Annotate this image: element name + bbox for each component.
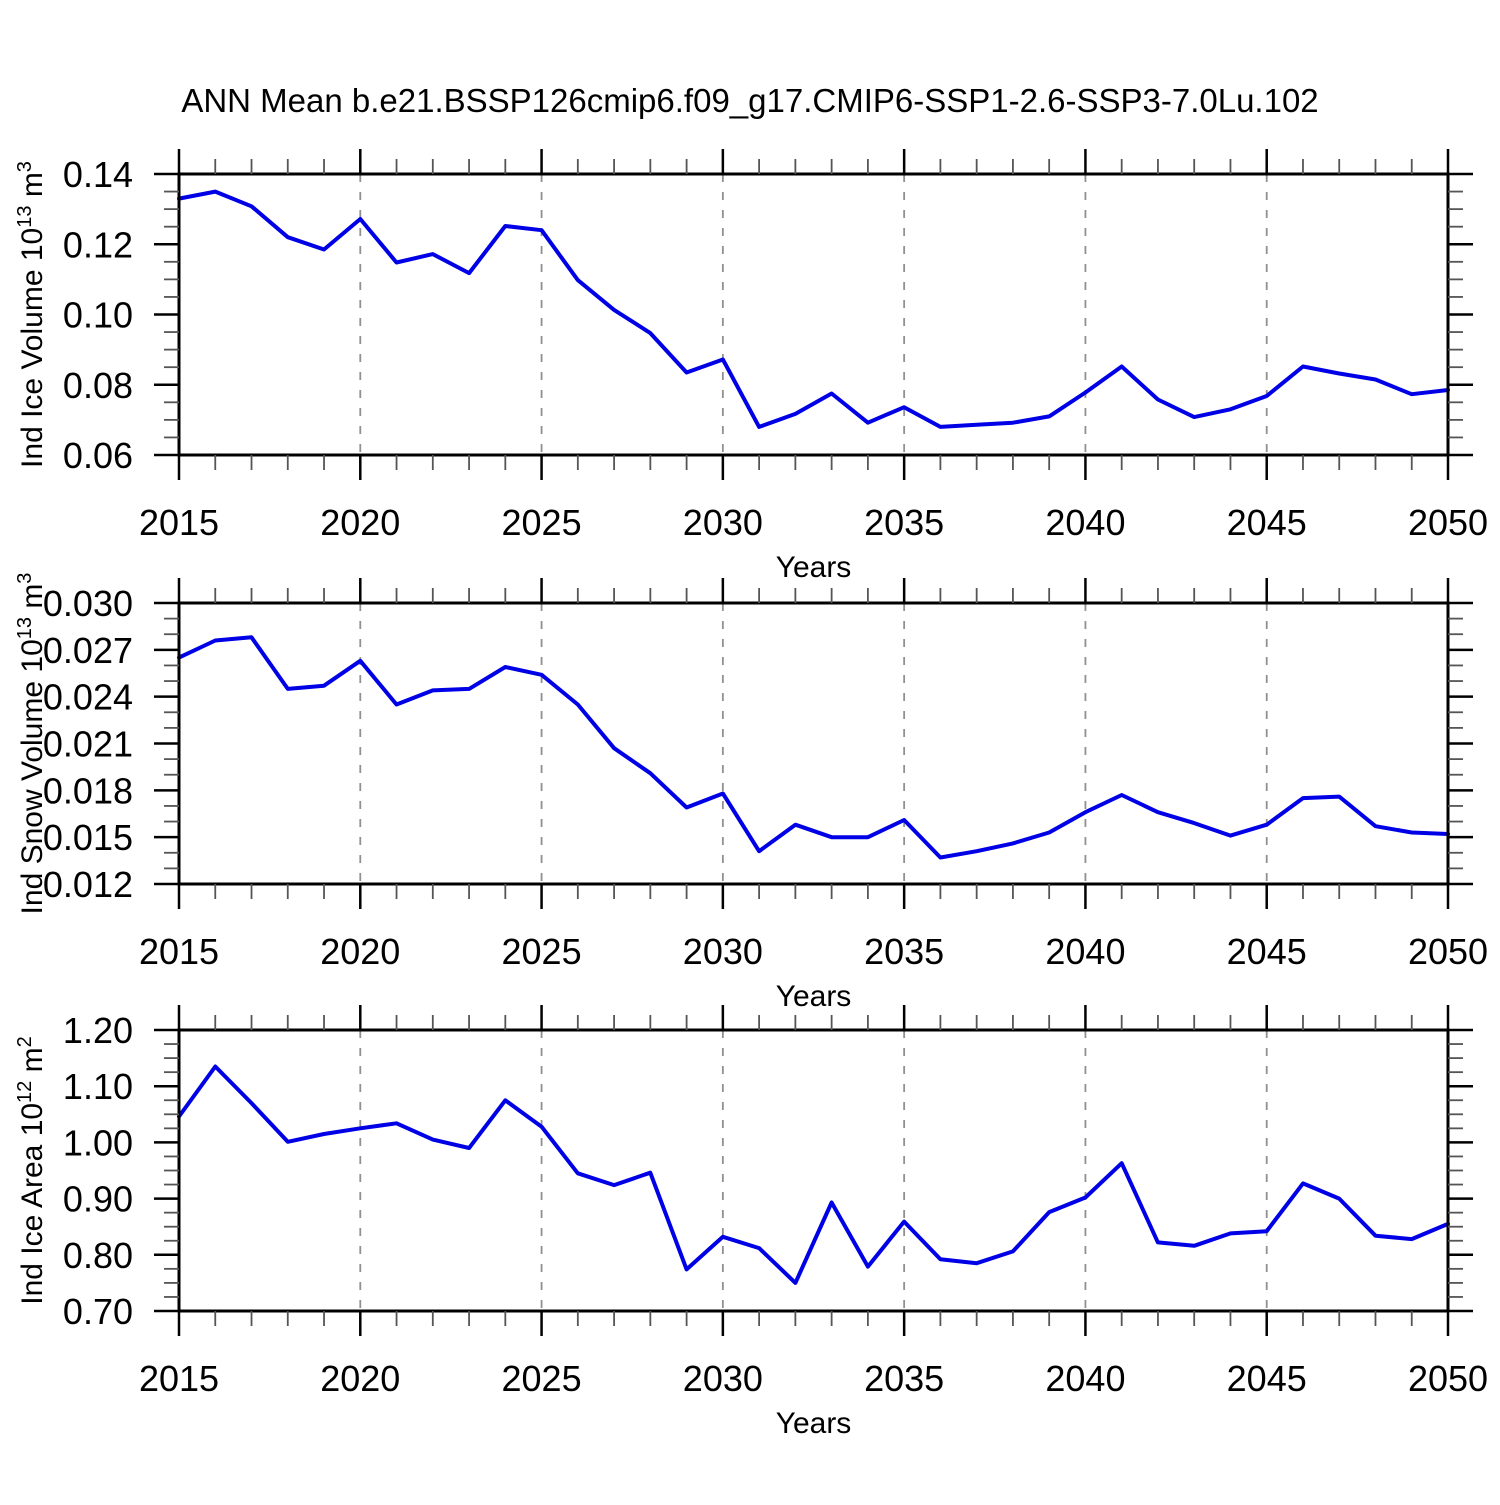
x-tick-label: 2015 [139,1358,219,1399]
y-axis-title-text: m [16,172,49,205]
y-axis-title-superscript: 12 [14,1081,36,1103]
y-axis-title: Ind Snow Volume 1013 m3 [14,573,49,915]
y-axis-title-superscript: 2 [14,1036,36,1047]
x-tick-label: 2035 [864,931,944,972]
y-axis-title-superscript: 3 [14,573,36,584]
y-tick-label: 1.10 [63,1066,133,1107]
panels-group: 0.06 0.08 0.10 0.12 0.14 2015 2020 2025 2030 2035… [14,149,1488,1440]
x-tick-label: 2025 [502,931,582,972]
y-tick-label: 1.00 [63,1122,133,1163]
y-tick-label: 0.06 [63,435,133,476]
panel-ind-ice-area: 0.70 0.80 0.90 1.00 1.10 1.20 2015 2020 2025 2030… [14,1005,1488,1440]
panel-ind-snow-volume: 0.012 0.015 0.018 0.021 0.024 0.027 0.030 2015 2… [14,573,1488,1013]
x-tick-label: 2035 [864,1358,944,1399]
y-axis-title-superscript: 13 [14,617,36,639]
x-tick-label: 2040 [1045,1358,1125,1399]
y-tick-label: 0.021 [43,724,133,765]
x-tick-label: 2020 [320,931,400,972]
y-axis-title-text: Ind Snow Volume 10 [16,639,49,914]
x-tick-label: 2025 [502,502,582,543]
y-axis-title-text: m [16,584,49,617]
y-tick-label: 0.90 [63,1179,133,1220]
y-axis-title: Ind Ice Area 1012 m2 [14,1036,49,1305]
x-tick-label: 2050 [1408,1358,1488,1399]
y-tick-label: 0.80 [63,1235,133,1276]
x-axis-title: Years [776,551,852,584]
x-tick-label: 2040 [1045,502,1125,543]
data-line [177,1064,1450,1285]
x-tick-label: 2040 [1045,931,1125,972]
x-tick-label: 2020 [320,502,400,543]
y-tick-label: 0.018 [43,770,133,811]
x-tick-label: 2030 [683,1358,763,1399]
panel-ind-ice-volume: 0.06 0.08 0.10 0.12 0.14 2015 2020 2025 2030 2035… [14,149,1488,584]
x-tick-label: 2045 [1227,931,1307,972]
data-line [177,635,1450,860]
y-tick-label: 1.20 [63,1010,133,1051]
y-axis-title-superscript: 3 [14,161,36,172]
chart-title: ANN Mean b.e21.BSSP126cmip6.f09_g17.CMIP… [181,82,1318,119]
y-axis-title: Ind Ice Volume 1013 m3 [14,161,49,468]
x-tick-label: 2020 [320,1358,400,1399]
x-tick-label: 2050 [1408,502,1488,543]
y-axis-title-text: Ind Ice Volume 10 [16,228,49,468]
y-tick-label: 0.012 [43,864,133,905]
data-line [177,189,1450,429]
y-tick-label: 0.12 [63,224,133,265]
x-tick-label: 2030 [683,502,763,543]
y-tick-label: 0.015 [43,817,133,858]
x-axis-title: Years [776,1407,852,1440]
x-axis-title: Years [776,980,852,1013]
y-tick-label: 0.024 [43,677,133,718]
y-tick-label: 0.14 [63,154,133,195]
x-tick-label: 2030 [683,931,763,972]
x-tick-label: 2045 [1227,502,1307,543]
x-tick-label: 2035 [864,502,944,543]
y-tick-label: 0.027 [43,630,133,671]
y-tick-label: 0.70 [63,1291,133,1332]
y-axis-title-text: m [16,1047,49,1080]
x-tick-label: 2045 [1227,1358,1307,1399]
y-tick-label: 0.10 [63,295,133,336]
y-tick-label: 0.030 [43,583,133,624]
y-tick-label: 0.08 [63,365,133,406]
x-tick-label: 2015 [139,931,219,972]
y-axis-title-superscript: 13 [14,206,36,228]
x-tick-label: 2015 [139,502,219,543]
x-tick-label: 2050 [1408,931,1488,972]
x-tick-label: 2025 [502,1358,582,1399]
y-axis-title-text: Ind Ice Area 10 [16,1103,49,1305]
